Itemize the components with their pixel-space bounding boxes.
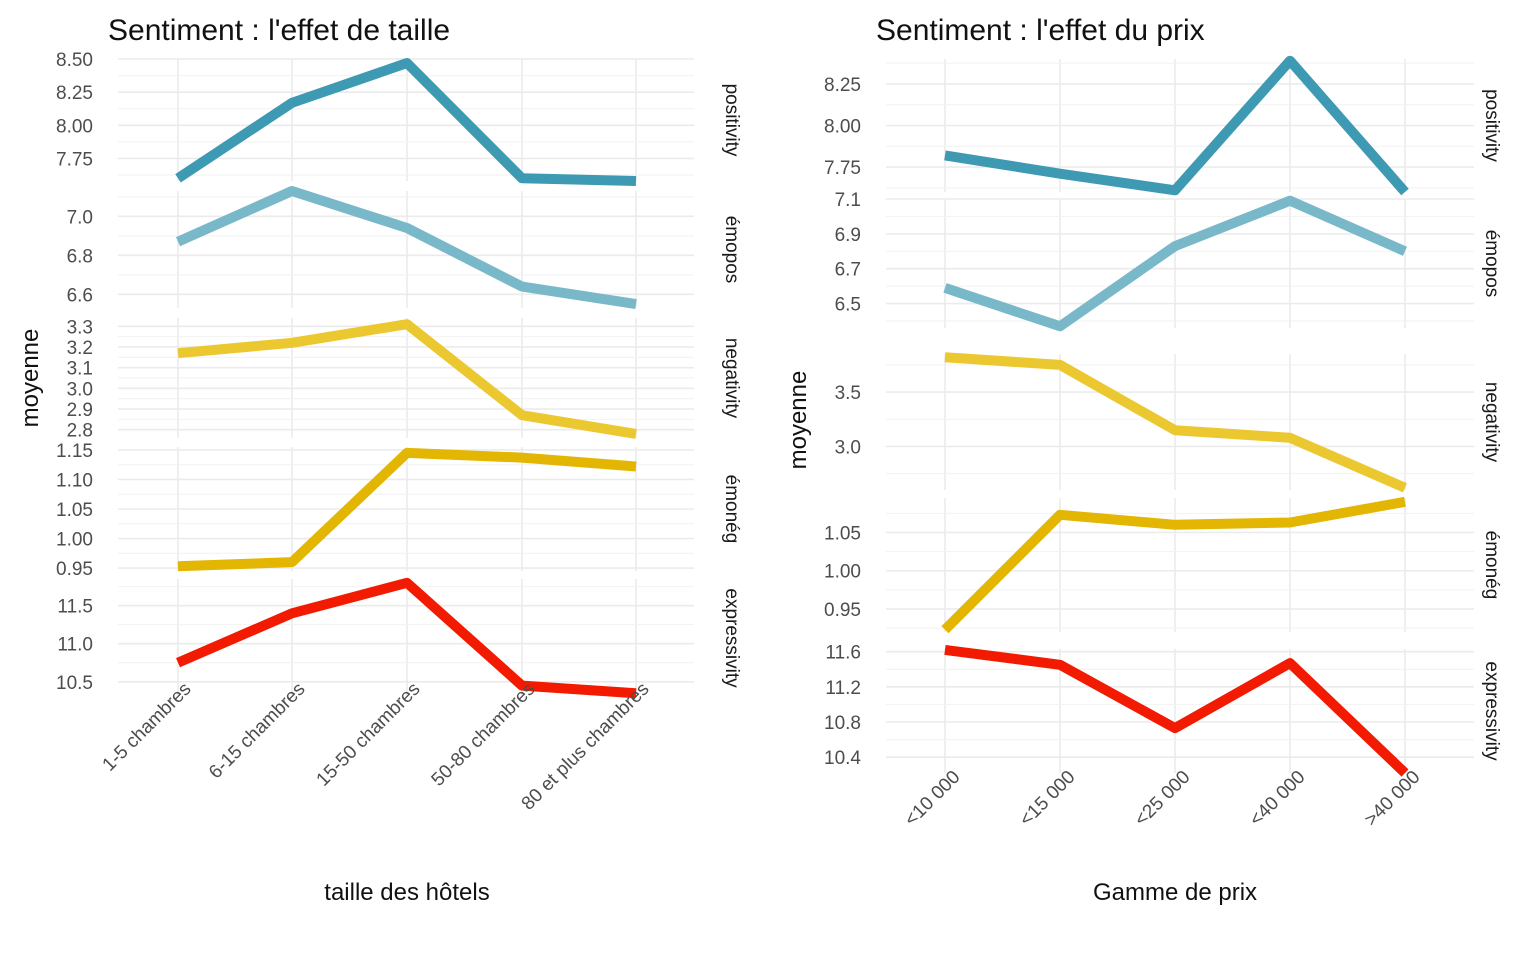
y-tick-label-1-3-2: 1.05 bbox=[824, 523, 861, 544]
y-tick-label-0-4-1: 11.0 bbox=[57, 635, 93, 656]
x-tick-label-1-1: <15 000 bbox=[1016, 767, 1080, 831]
y-tick-label-0-0-3: 8.50 bbox=[56, 50, 93, 71]
y-tick-label-1-3-0: 0.95 bbox=[824, 600, 861, 621]
y-tick-label-1-0-2: 8.25 bbox=[824, 75, 861, 96]
x-tick-label-0-0: 1-5 chambres bbox=[99, 679, 196, 776]
chart-title-0: Sentiment : l'effet de taille bbox=[108, 14, 450, 47]
facet-strip-0-1: émopos bbox=[721, 216, 742, 284]
chart-title-1: Sentiment : l'effet du prix bbox=[876, 14, 1205, 47]
y-tick-label-1-1-2: 6.9 bbox=[835, 225, 861, 246]
y-tick-label-0-2-2: 3.0 bbox=[67, 379, 93, 400]
x-tick-label-1-3: <40 000 bbox=[1246, 767, 1310, 831]
y-tick-label-1-1-1: 6.7 bbox=[835, 260, 861, 281]
y-tick-label-0-0-2: 8.25 bbox=[56, 83, 93, 104]
facet-strip-1-4: expressivity bbox=[1481, 661, 1502, 761]
y-tick-label-1-4-0: 10.4 bbox=[824, 748, 861, 769]
y-tick-label-0-3-2: 1.05 bbox=[56, 500, 93, 521]
y-tick-label-0-3-3: 1.10 bbox=[56, 470, 93, 491]
x-tick-label-0-4: 80 et plus chambres bbox=[518, 679, 654, 815]
facet-strip-1-1: émopos bbox=[1481, 230, 1502, 298]
facet-strip-1-3: émonég bbox=[1481, 531, 1502, 600]
y-tick-label-1-4-1: 10.8 bbox=[824, 713, 861, 734]
x-tick-label-1-4: >40 000 bbox=[1361, 767, 1425, 831]
facet-strip-0-2: negativity bbox=[721, 338, 742, 419]
x-tick-label-0-3: 50-80 chambres bbox=[428, 679, 540, 791]
facet-strip-0-3: émonég bbox=[721, 475, 742, 544]
y-tick-label-1-2-0: 3.0 bbox=[835, 437, 861, 458]
facet-strip-0-0: positivity bbox=[721, 84, 742, 157]
y-tick-label-0-2-0: 2.8 bbox=[67, 421, 93, 442]
y-tick-label-0-0-0: 7.75 bbox=[56, 149, 93, 170]
x-tick-label-0-2: 15-50 chambres bbox=[313, 679, 425, 791]
facet-strip-0-4: expressivity bbox=[721, 588, 742, 688]
y-tick-label-1-0-0: 7.75 bbox=[824, 158, 861, 179]
y-tick-label-0-3-4: 1.15 bbox=[56, 441, 93, 462]
y-tick-label-0-2-4: 3.2 bbox=[67, 338, 93, 359]
facet-strip-1-0: positivity bbox=[1481, 89, 1502, 162]
y-tick-label-0-0-1: 8.00 bbox=[56, 116, 93, 137]
x-axis-label-1: Gamme de prix bbox=[1093, 879, 1257, 906]
y-tick-label-1-4-3: 11.6 bbox=[825, 643, 861, 664]
y-tick-label-0-2-3: 3.1 bbox=[67, 359, 93, 380]
y-tick-label-1-2-1: 3.5 bbox=[835, 383, 861, 404]
y-tick-label-1-3-1: 1.00 bbox=[824, 562, 861, 583]
y-tick-label-0-1-0: 6.6 bbox=[67, 285, 93, 306]
y-tick-label-1-1-0: 6.5 bbox=[835, 295, 861, 316]
y-tick-label-0-1-2: 7.0 bbox=[67, 207, 93, 228]
y-tick-label-0-2-5: 3.3 bbox=[67, 317, 93, 338]
y-tick-label-0-4-2: 11.5 bbox=[57, 597, 93, 618]
y-tick-label-0-2-1: 2.9 bbox=[67, 400, 93, 421]
y-tick-label-0-1-1: 6.8 bbox=[67, 246, 93, 267]
y-tick-label-1-4-2: 11.2 bbox=[825, 678, 861, 699]
x-tick-label-0-1: 6-15 chambres bbox=[205, 679, 309, 783]
y-axis-label-0: moyenne bbox=[17, 329, 44, 428]
y-axis-label-1: moyenne bbox=[785, 371, 812, 470]
y-tick-label-0-4-0: 10.5 bbox=[56, 673, 93, 694]
facet-strip-1-2: negativity bbox=[1481, 382, 1502, 463]
x-tick-label-1-0: <10 000 bbox=[901, 767, 965, 831]
x-axis-label-0: taille des hôtels bbox=[324, 879, 489, 906]
y-tick-label-1-0-1: 8.00 bbox=[824, 117, 861, 138]
y-tick-label-0-3-1: 1.00 bbox=[56, 530, 93, 551]
y-tick-label-1-1-3: 7.1 bbox=[835, 190, 861, 211]
y-tick-label-0-3-0: 0.95 bbox=[56, 559, 93, 580]
x-tick-label-1-2: <25 000 bbox=[1131, 767, 1195, 831]
